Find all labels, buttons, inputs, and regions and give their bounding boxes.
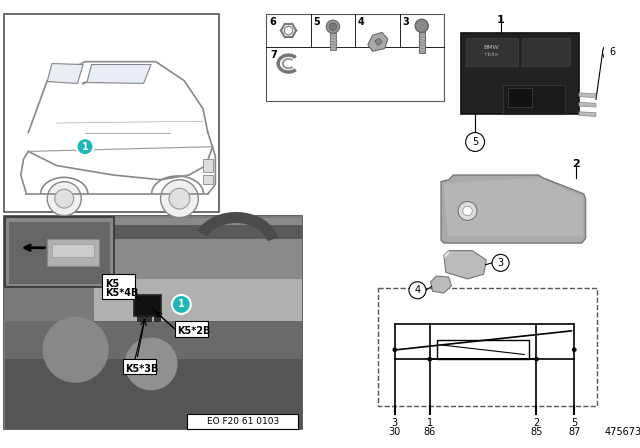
Circle shape bbox=[161, 180, 198, 218]
Bar bbox=[145, 316, 151, 321]
Bar bbox=[437, 340, 529, 359]
Text: Hella: Hella bbox=[484, 52, 498, 57]
Bar bbox=[461, 33, 579, 114]
Circle shape bbox=[326, 20, 340, 33]
Circle shape bbox=[603, 43, 621, 62]
Polygon shape bbox=[368, 32, 388, 52]
Circle shape bbox=[409, 282, 426, 299]
Bar bbox=[134, 295, 161, 316]
Polygon shape bbox=[87, 65, 151, 83]
Bar bbox=[466, 38, 518, 66]
Circle shape bbox=[466, 133, 484, 151]
Polygon shape bbox=[579, 102, 596, 107]
Circle shape bbox=[77, 138, 93, 155]
Text: 1: 1 bbox=[427, 418, 433, 428]
Bar bbox=[175, 321, 208, 336]
Circle shape bbox=[492, 254, 509, 271]
Polygon shape bbox=[52, 218, 302, 279]
Circle shape bbox=[572, 347, 577, 352]
Bar bbox=[266, 13, 444, 101]
Text: 3: 3 bbox=[392, 418, 398, 428]
Text: 5: 5 bbox=[472, 137, 478, 147]
Text: K5*4B: K5*4B bbox=[105, 288, 138, 298]
Bar bbox=[95, 279, 302, 326]
Bar bbox=[378, 289, 597, 406]
Bar bbox=[137, 316, 143, 321]
Text: 1: 1 bbox=[82, 142, 88, 152]
Bar bbox=[123, 359, 156, 375]
Polygon shape bbox=[579, 112, 596, 116]
Circle shape bbox=[47, 181, 81, 215]
Circle shape bbox=[42, 317, 109, 383]
Circle shape bbox=[284, 26, 292, 35]
Bar bbox=[154, 316, 159, 321]
Text: K5*2B: K5*2B bbox=[177, 326, 211, 336]
Bar bbox=[203, 175, 212, 185]
Text: 3: 3 bbox=[403, 17, 409, 27]
Bar bbox=[419, 32, 424, 53]
Circle shape bbox=[392, 347, 397, 352]
Circle shape bbox=[463, 206, 472, 215]
Text: 5: 5 bbox=[314, 17, 321, 27]
Text: K5*3B: K5*3B bbox=[125, 364, 159, 374]
Text: 4: 4 bbox=[358, 17, 365, 27]
Circle shape bbox=[428, 357, 432, 362]
Bar bbox=[187, 414, 298, 429]
Circle shape bbox=[55, 189, 74, 208]
Polygon shape bbox=[47, 64, 83, 83]
Bar bbox=[4, 215, 302, 429]
Polygon shape bbox=[441, 175, 586, 243]
Bar bbox=[330, 33, 336, 50]
Polygon shape bbox=[444, 178, 583, 237]
Text: 1: 1 bbox=[178, 299, 185, 310]
Bar bbox=[522, 38, 570, 66]
Text: 6: 6 bbox=[609, 47, 615, 57]
Bar bbox=[508, 88, 532, 107]
Bar bbox=[52, 244, 95, 257]
Text: 86: 86 bbox=[424, 427, 436, 437]
Bar bbox=[4, 13, 219, 212]
Text: 85: 85 bbox=[531, 427, 543, 437]
Bar bbox=[4, 225, 302, 239]
Polygon shape bbox=[431, 276, 451, 293]
Bar bbox=[504, 85, 565, 114]
Text: 475673: 475673 bbox=[604, 427, 640, 437]
Text: K5: K5 bbox=[105, 279, 119, 289]
Text: 1: 1 bbox=[497, 15, 504, 26]
Circle shape bbox=[415, 19, 428, 32]
Text: 6: 6 bbox=[269, 17, 276, 27]
Circle shape bbox=[169, 188, 190, 209]
Circle shape bbox=[125, 337, 177, 390]
Bar bbox=[4, 321, 302, 359]
Polygon shape bbox=[374, 38, 382, 46]
Text: 2: 2 bbox=[572, 159, 580, 169]
Circle shape bbox=[534, 357, 539, 362]
Text: 30: 30 bbox=[388, 427, 401, 437]
Text: 3: 3 bbox=[497, 258, 504, 268]
Bar bbox=[102, 274, 135, 299]
Circle shape bbox=[172, 295, 191, 314]
Text: BMW: BMW bbox=[483, 45, 499, 50]
Bar bbox=[4, 359, 302, 429]
Text: 4: 4 bbox=[415, 285, 420, 295]
Text: 5: 5 bbox=[571, 418, 577, 428]
Polygon shape bbox=[579, 93, 596, 98]
Bar bbox=[203, 159, 212, 172]
Text: 87: 87 bbox=[568, 427, 580, 437]
Polygon shape bbox=[444, 250, 449, 258]
Bar bbox=[4, 216, 115, 288]
Text: EO F20 61 0103: EO F20 61 0103 bbox=[207, 417, 279, 426]
Circle shape bbox=[329, 23, 337, 30]
Bar bbox=[47, 239, 99, 266]
Polygon shape bbox=[444, 250, 486, 279]
Circle shape bbox=[458, 202, 477, 220]
Text: 7: 7 bbox=[270, 50, 277, 60]
Bar bbox=[10, 222, 109, 284]
Bar bbox=[4, 215, 302, 429]
Text: 2: 2 bbox=[533, 418, 540, 428]
